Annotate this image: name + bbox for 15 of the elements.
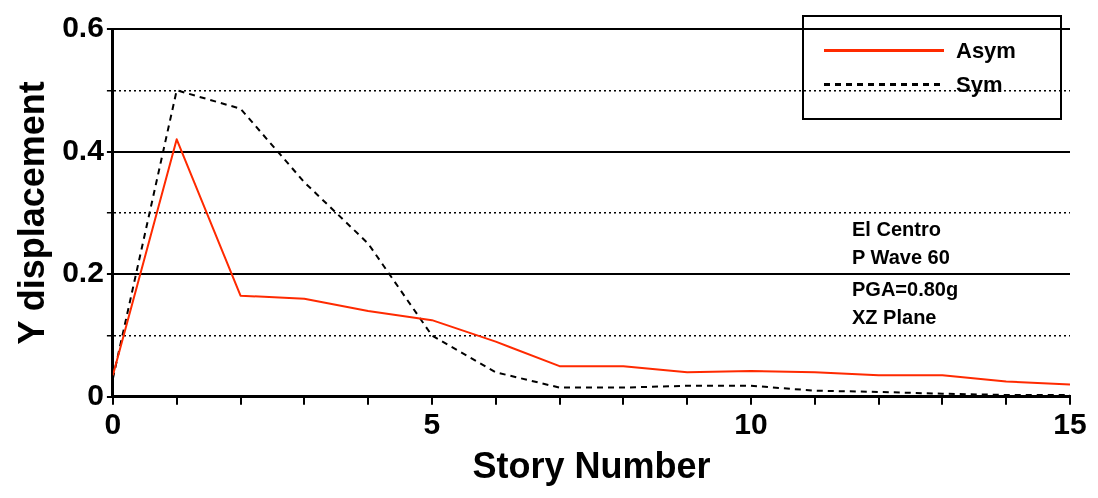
legend-label: Asym xyxy=(956,37,1016,64)
x-tick-label: 15 xyxy=(1053,407,1087,441)
annotation: P Wave 60 xyxy=(852,245,950,268)
annotation: XZ Plane xyxy=(852,305,937,328)
annotation: PGA=0.80g xyxy=(852,277,959,300)
y-tick-label: 0 xyxy=(87,378,104,412)
annotation: El Centro xyxy=(852,217,941,240)
y-tick-label: 0.2 xyxy=(62,255,104,289)
y-tick-label: 0.4 xyxy=(62,132,105,166)
x-axis-title: Story Number xyxy=(472,445,711,487)
y-tick-label: 0.6 xyxy=(62,10,104,44)
x-tick-label: 5 xyxy=(423,407,441,441)
y-axis-title: Y displacement xyxy=(10,81,52,345)
legend-label: Sym xyxy=(956,71,1003,98)
x-tick-label: 10 xyxy=(734,407,768,441)
